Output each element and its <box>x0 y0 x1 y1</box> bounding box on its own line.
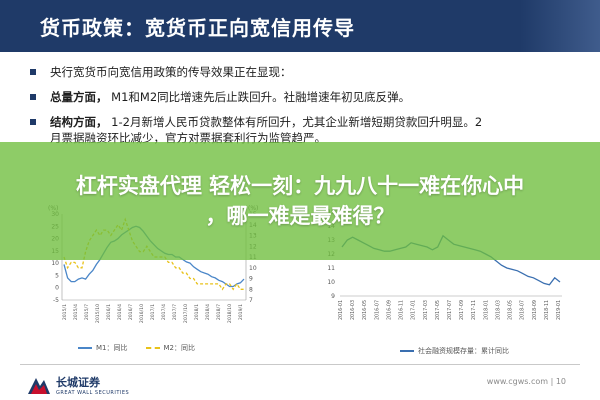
x-tick-label: 2018/4 <box>205 304 211 320</box>
x-tick-label: 2017-05 <box>435 300 441 320</box>
bullet-text: M1和M2同比增速先后止跌回升。社融增速年初见底反弹。 <box>111 90 411 104</box>
right-tick-label: 8 <box>249 286 253 293</box>
bullet-square-icon <box>30 119 36 125</box>
x-tick-label: 2016-07 <box>374 300 380 320</box>
left-tick-label: 10 <box>51 260 59 267</box>
legend-label-m2: M2：同比 <box>163 344 196 352</box>
x-tick-label: 2015/7 <box>84 304 90 320</box>
right-tick-label: 7 <box>249 297 253 304</box>
x-tick-label: 2016-09 <box>386 300 392 320</box>
overlay-line-1: 杠杆实盘代理 轻松一刻：九九八十一难在你心中 <box>75 174 525 198</box>
right-tick-label: 10 <box>249 265 257 272</box>
header-accent <box>520 0 600 52</box>
x-tick-label: 2018-03 <box>495 300 501 320</box>
y-tick-label: 10 <box>327 279 335 286</box>
footer-divider <box>20 364 580 365</box>
x-tick-label: 2015/10 <box>95 304 101 323</box>
x-tick-label: 2018-05 <box>508 300 514 320</box>
legend-label-m1: M1：同比 <box>96 344 128 352</box>
legend-swatch-m1 <box>78 347 92 349</box>
legend-swatch-social <box>400 350 414 352</box>
x-tick-label: 2016-11 <box>399 300 405 320</box>
x-tick-label: 2017/10 <box>183 304 189 323</box>
y-tick-label: 11 <box>327 265 335 272</box>
great-wall-logo-icon <box>28 378 50 394</box>
bullet-square-icon <box>30 69 36 75</box>
y-tick-label: 9 <box>331 293 335 300</box>
page-title: 货币政策：宽货币正向宽信用传导 <box>40 16 355 40</box>
x-tick-label: 2017-09 <box>459 300 465 320</box>
bullet-item-1: 央行宽货币向宽信用政策的传导效果正在显现： <box>28 64 588 80</box>
legend-item-m2: M2：同比 <box>145 343 196 353</box>
legend-swatch-m2 <box>145 347 160 349</box>
x-tick-label: 2018/1 <box>194 304 200 320</box>
x-tick-label: 2017-01 <box>411 300 417 320</box>
left-tick-label: 0 <box>55 285 59 292</box>
x-tick-label: 2017/7 <box>172 304 178 320</box>
bullet-item-2: 总量方面， M1和M2同比增速先后止跌回升。社融增速年初见底反弹。 <box>28 89 588 105</box>
x-tick-label: 2017/1 <box>150 304 156 320</box>
company-logo: 长城证券 GREAT WALL SECURITIES <box>28 374 129 396</box>
x-tick-label: 2016/1 <box>106 304 112 320</box>
social-financing-legend: 社会融资规模存量：累计同比 <box>400 346 509 356</box>
left-tick-label: -5 <box>53 297 59 304</box>
x-tick-label: 2019-01 <box>556 300 562 320</box>
x-tick-label: 2016/4 <box>117 304 123 320</box>
x-tick-label: 2018-01 <box>483 300 489 320</box>
x-tick-label: 2016-03 <box>350 300 356 320</box>
legend-item-m1: M1：同比 <box>78 343 128 353</box>
x-tick-label: 2017-03 <box>423 300 429 320</box>
overlay-line-2: ，哪一难是最难得？ <box>205 204 395 228</box>
bullet-item-3: 结构方面， 1-2月新增人民币贷款整体有所回升，尤其企业新增短期贷款回升明显。2… <box>28 114 588 146</box>
slide-header: 货币政策：宽货币正向宽信用传导 <box>0 0 600 52</box>
bullet-heading: 结构方面， <box>50 115 108 129</box>
x-tick-label: 2017-11 <box>471 300 477 320</box>
x-tick-label: 2016/7 <box>128 304 134 320</box>
x-tick-label: 2017/4 <box>161 304 167 320</box>
logo-name-cn: 长城证券 <box>56 376 100 389</box>
bullet-heading: 总量方面， <box>50 90 108 104</box>
x-tick-label: 2019/1 <box>238 304 244 320</box>
bullet-text: 1-2月新增人民币贷款整体有所回升，尤其企业新增短期贷款回升明显。2 <box>111 115 483 129</box>
x-tick-label: 2015/4 <box>73 304 79 320</box>
legend-item-social: 社会融资规模存量：累计同比 <box>400 346 509 356</box>
logo-name-en: GREAT WALL SECURITIES <box>56 390 130 396</box>
overlay-banner: 杠杆实盘代理 轻松一刻：九九八十一难在你心中 ，哪一难是最难得？ <box>0 142 600 260</box>
bullet-square-icon <box>30 94 36 100</box>
footer-url-page: www.cgws.com | 10 <box>486 377 566 386</box>
bullet-list: 央行宽货币向宽信用政策的传导效果正在显现： 总量方面， M1和M2同比增速先后止… <box>28 64 588 155</box>
x-tick-label: 2016/10 <box>139 304 145 323</box>
x-tick-label: 2018/7 <box>216 304 222 320</box>
x-tick-label: 2016-01 <box>338 300 344 320</box>
x-tick-label: 2017-07 <box>447 300 453 320</box>
x-tick-label: 2018-11 <box>544 300 550 320</box>
x-tick-label: 2018-07 <box>520 300 526 320</box>
logo-text: 长城证券 GREAT WALL SECURITIES <box>56 374 129 396</box>
x-tick-label: 2016-05 <box>362 300 368 320</box>
overlay-text: 杠杆实盘代理 轻松一刻：九九八十一难在你心中 ，哪一难是最难得？ <box>0 142 600 260</box>
bullet-text-continued: 月票据融资环比减少，官方对票据套利行为监管趋严。 <box>50 131 326 145</box>
legend-label-social: 社会融资规模存量：累计同比 <box>418 347 509 355</box>
m1-m2-legend: M1：同比 M2：同比 <box>78 343 195 353</box>
left-tick-label: 5 <box>55 272 59 279</box>
x-tick-label: 2018-09 <box>532 300 538 320</box>
right-tick-label: 9 <box>249 276 253 283</box>
x-tick-label: 2015/1 <box>62 304 68 320</box>
x-tick-label: 2018/10 <box>227 304 233 323</box>
bullet-text: 央行宽货币向宽信用政策的传导效果正在显现： <box>50 65 292 79</box>
